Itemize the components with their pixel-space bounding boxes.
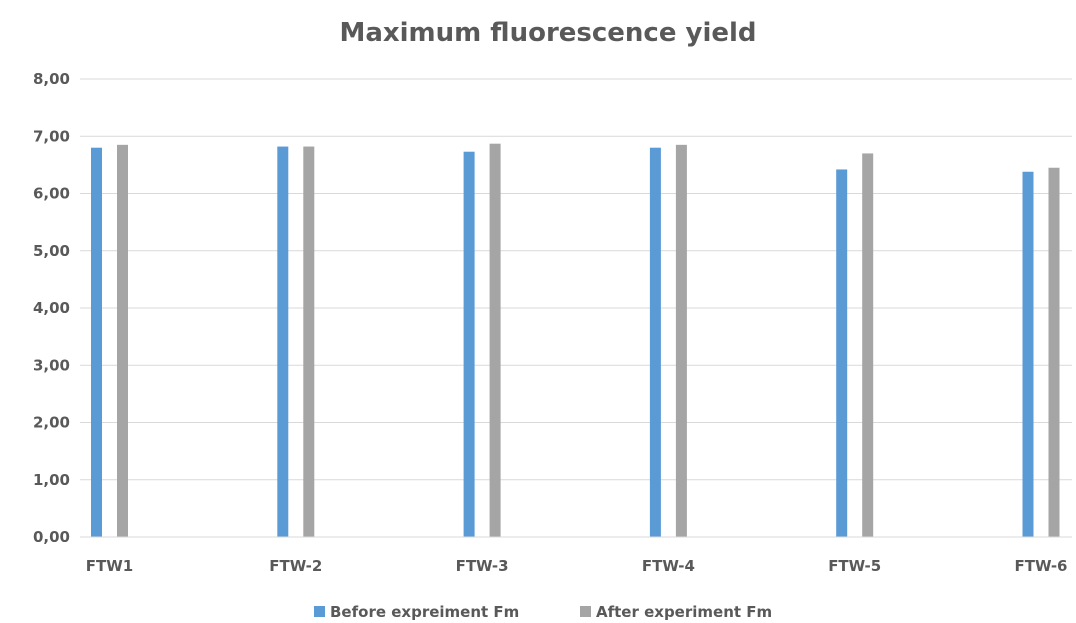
legend-swatch: [314, 606, 325, 617]
y-tick-label: 2,00: [33, 414, 70, 432]
bar-before: [277, 146, 289, 537]
x-tick-label: FTW-5: [828, 557, 881, 575]
legend-label: After experiment Fm: [596, 603, 772, 621]
legend-label: Before expreiment Fm: [330, 603, 519, 621]
legend-swatch: [580, 606, 591, 617]
bar-after: [1048, 167, 1060, 538]
gridlines: [80, 78, 1072, 481]
bar-before: [463, 151, 475, 537]
bar-after: [489, 143, 501, 537]
y-tick-label: 3,00: [33, 356, 70, 374]
y-tick-label: 5,00: [33, 242, 70, 260]
x-tick-label: FTW1: [86, 557, 133, 575]
chart-title: Maximum fluorescence yield: [339, 18, 756, 48]
y-tick-label: 4,00: [33, 299, 70, 317]
bar-before: [836, 169, 848, 537]
legend: Before expreiment Fm After experiment Fm: [314, 603, 772, 621]
y-tick-label: 1,00: [33, 471, 70, 489]
y-axis-ticks: 0,00 1,00 2,00 3,00 4,00 5,00 6,00 7,00 8,00: [33, 70, 70, 546]
bar-after: [117, 144, 128, 537]
bar-after: [862, 153, 874, 538]
bars: [91, 143, 1060, 538]
x-tick-label: FTW-6: [1014, 557, 1067, 575]
bar-after: [303, 146, 315, 537]
x-axis-ticks: FTW1 FTW-2 FTW-3 FTW-4 FTW-5 FTW-6: [86, 557, 1068, 575]
x-tick-label: FTW-2: [269, 557, 322, 575]
y-tick-label: 0,00: [33, 528, 70, 546]
bar-before: [1022, 171, 1034, 537]
y-tick-label: 7,00: [33, 127, 70, 145]
x-tick-label: FTW-3: [456, 557, 509, 575]
x-tick-label: FTW-4: [642, 557, 695, 575]
y-tick-label: 8,00: [33, 70, 70, 88]
y-tick-label: 6,00: [33, 185, 70, 203]
bar-before: [91, 147, 102, 537]
bar-after: [675, 144, 687, 537]
bar-before: [649, 147, 661, 537]
